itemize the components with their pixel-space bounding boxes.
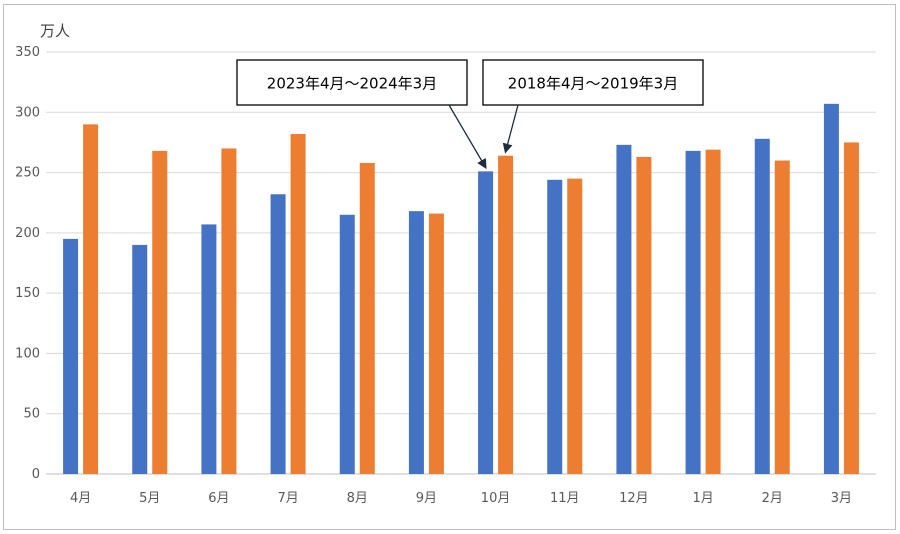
- bar-series-2018: [221, 148, 237, 474]
- bar-series-2023: [63, 238, 79, 474]
- bar-series-2023: [478, 171, 494, 474]
- x-tick-label: 4月: [70, 491, 91, 506]
- y-tick-label: 200: [15, 226, 40, 241]
- bar-series-2018: [774, 160, 790, 474]
- bar-series-2018: [636, 156, 652, 474]
- series-callout-label: 2023年4月～2024年3月: [267, 75, 437, 93]
- x-tick-label: 10月: [481, 491, 511, 506]
- bar-series-2023: [754, 138, 770, 474]
- x-tick-label: 5月: [139, 491, 160, 506]
- bar-series-2018: [428, 213, 444, 474]
- x-tick-label: 12月: [619, 491, 649, 506]
- bars: [63, 103, 859, 475]
- bar-series-2023: [547, 179, 563, 474]
- x-tick-label: 7月: [277, 491, 298, 506]
- x-tick-label: 9月: [416, 491, 437, 506]
- y-tick-label: 350: [15, 45, 40, 60]
- x-tick-label: 11月: [550, 491, 580, 506]
- y-tick-label: 300: [15, 105, 40, 120]
- bar-series-2023: [201, 224, 217, 474]
- callout-arrow: [502, 104, 519, 154]
- x-tick-label: 8月: [347, 491, 368, 506]
- bar-series-2023: [339, 214, 355, 474]
- callout-arrow: [448, 104, 487, 170]
- bar-series-2023: [823, 103, 839, 475]
- series-callout-box: [236, 59, 468, 106]
- series-callout-label: 2018年4月～2019年3月: [508, 75, 678, 93]
- bar-series-2018: [359, 162, 375, 474]
- bar-series-2023: [270, 194, 286, 474]
- bar-series-2023: [408, 211, 424, 474]
- bar-series-2023: [132, 244, 148, 474]
- x-tick-label: 3月: [831, 491, 852, 506]
- y-axis-ticks: 0 50 100 150 200 250 300 350: [15, 45, 40, 482]
- gridlines: [46, 51, 876, 475]
- y-tick-label: 0: [32, 467, 40, 482]
- bar-series-2018: [83, 124, 99, 474]
- y-tick-label: 150: [15, 286, 40, 301]
- bar-series-2018: [290, 133, 306, 474]
- x-tick-label: 2月: [762, 491, 783, 506]
- x-tick-label: 6月: [208, 491, 229, 506]
- y-axis-unit-label: 万人: [40, 22, 70, 40]
- bar-series-2023: [616, 144, 632, 474]
- y-tick-label: 250: [15, 166, 40, 181]
- bar-series-2018: [705, 149, 721, 475]
- series-callout-box: [482, 59, 704, 106]
- bar-series-2018: [567, 178, 583, 474]
- y-tick-label: 100: [15, 346, 40, 361]
- x-axis-ticks: 4月 5月 6月 7月 8月 9月 10月 11月 12月 1月 2月 3月: [70, 491, 852, 506]
- bar-series-2018: [152, 150, 168, 474]
- y-tick-label: 50: [23, 407, 40, 422]
- bar-series-2018: [843, 142, 859, 474]
- bar-series-2023: [685, 150, 701, 474]
- bar-series-2018: [498, 155, 514, 475]
- series-callouts: 2023年4月～2024年3月 2018年4月～2019年3月: [236, 59, 704, 170]
- x-tick-label: 1月: [692, 491, 713, 506]
